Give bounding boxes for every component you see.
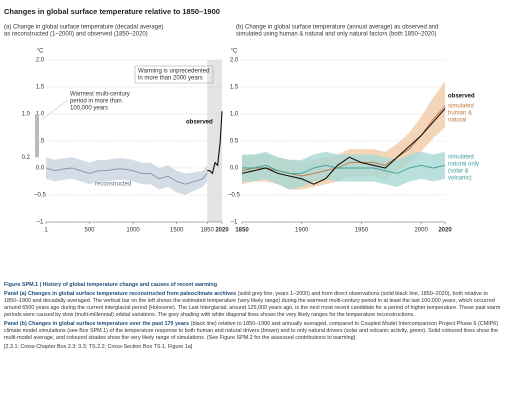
annotation: (solar &	[448, 169, 469, 175]
annotation: reconstructed	[95, 182, 131, 188]
x-tick-label: 1900	[295, 228, 309, 234]
y-tick-label: 1.5	[230, 85, 239, 91]
x-tick-label: 500	[84, 228, 95, 234]
x-tick-label: 1	[44, 228, 48, 234]
x-tick-label: 2020	[215, 228, 229, 234]
y-tick-label: 0.0	[230, 166, 239, 172]
series-line	[241, 108, 446, 185]
y-tick-label: 0.5	[230, 139, 239, 145]
subtitle: (a) Change in global surface temperature…	[4, 25, 163, 31]
body: (black line) relative to 1850–1900 and a…	[4, 321, 499, 341]
warm-bar-label: 0.2	[22, 155, 31, 161]
uncertainty-band	[46, 157, 208, 195]
caption-panel-b: Panel (b) Changes in global surface temp…	[4, 321, 504, 342]
subtitle: (b) Change in global surface temperature…	[236, 25, 438, 31]
annotation: Warming is unprecedented	[138, 69, 209, 75]
y-tick-label: –1	[37, 220, 44, 226]
annotation: observed	[448, 94, 475, 100]
y-tick-label: 1.0	[36, 112, 45, 118]
caption-refs: [2.3.1; Cross-Chapter Box 2.3; 3.3; TS.2…	[4, 344, 193, 350]
leader	[41, 99, 69, 120]
lead: Panel (a) Changes in global surface temp…	[4, 291, 237, 297]
annotation: natural only	[448, 162, 479, 168]
caption: Figure SPM.1 | History of global tempera…	[4, 282, 504, 353]
x-tick-label: 2020	[438, 228, 452, 234]
annotation: Warmest multi-century	[70, 92, 130, 98]
y-tick-label: 1.5	[36, 85, 45, 91]
subtitle: as reconstructed (1–2000) and observed (…	[4, 32, 148, 38]
y-tick-label: 0.5	[36, 139, 45, 145]
x-tick-label: 1500	[170, 228, 184, 234]
body: (solid grey line, years 1–2000) and from…	[4, 291, 501, 318]
annotation: natural	[448, 118, 466, 124]
unit-label: °C	[231, 49, 238, 55]
annotation-box	[134, 65, 214, 84]
y-tick-label: 2.0	[36, 58, 45, 64]
y-tick-label: 0.0	[36, 166, 45, 172]
series-line	[45, 167, 208, 185]
lead: Panel (b) Changes in global surface temp…	[4, 321, 190, 327]
x-tick-label: 1950	[355, 228, 369, 234]
annotation: in more than 2000 years	[138, 76, 203, 82]
annotation: 100,000 years	[70, 106, 108, 112]
chart: Changes in global surface temperature re…	[4, 7, 479, 234]
y-tick-label: 2.0	[230, 58, 239, 64]
shaded-period	[207, 60, 222, 222]
series-line	[207, 111, 223, 175]
y-tick-label: –0.5	[34, 193, 46, 199]
warm-bar	[35, 114, 39, 158]
annotation: period in more than	[70, 99, 122, 105]
x-tick-label: 1850	[201, 228, 215, 234]
caption-heading: Figure SPM.1 | History of global tempera…	[4, 282, 217, 288]
y-tick-label: 1.0	[230, 112, 239, 118]
caption-panel-a: Panel (a) Changes in global surface temp…	[4, 291, 504, 319]
subtitle: simulated using human & natural and only…	[236, 32, 436, 38]
x-tick-label: 1000	[126, 228, 140, 234]
y-tick-label: –0.5	[228, 193, 240, 199]
annotation: simulated	[448, 104, 474, 110]
x-tick-label: 2000	[414, 228, 428, 234]
annotation: observed	[186, 120, 213, 126]
warm-bar-label: 1.0	[22, 112, 31, 118]
unit-label: °C	[37, 49, 44, 55]
uncertainty-band	[242, 151, 445, 190]
chart-title: Changes in global surface temperature re…	[4, 7, 220, 16]
x-tick-label: 1850	[235, 228, 249, 234]
series-line	[242, 164, 446, 174]
y-tick-label: –1	[231, 220, 238, 226]
annotation: simulated	[448, 155, 474, 161]
annotation: volcanic)	[448, 176, 472, 182]
annotation: human &	[448, 111, 472, 117]
